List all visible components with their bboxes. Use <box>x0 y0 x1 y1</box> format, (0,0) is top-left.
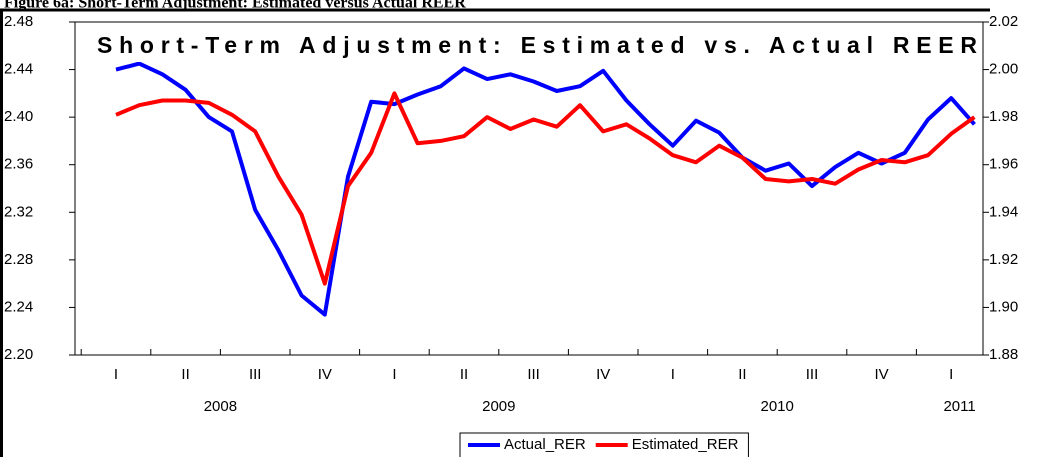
title-backdrop <box>92 32 982 62</box>
y-tick-label: 2.44 <box>4 61 33 78</box>
series-line <box>115 61 976 317</box>
x-tick-label: IV <box>596 366 610 383</box>
x-tick-label: II <box>460 366 468 383</box>
y-tick-label: 2.24 <box>4 298 33 315</box>
series-line <box>115 91 976 286</box>
legend: Actual_RER Estimated_RER <box>459 432 749 457</box>
y-tick-label: 2.28 <box>4 251 33 268</box>
x-tick-label: I <box>671 366 675 383</box>
y2-tick-label: 2.02 <box>989 13 1018 30</box>
y2-tick-label: 1.90 <box>989 298 1018 315</box>
x-tick-label: I <box>114 366 118 383</box>
y2-tick-label: 1.94 <box>989 203 1018 220</box>
x-tick-label: II <box>181 366 189 383</box>
y-tick-label: 2.40 <box>4 108 33 125</box>
x-tick-label: III <box>527 366 540 383</box>
y2-tick-label: 2.00 <box>989 61 1018 78</box>
plot-frame <box>74 21 984 356</box>
y2-tick-label: 1.92 <box>989 251 1018 268</box>
x-tick-label: IV <box>875 366 889 383</box>
legend-label: Estimated_RER <box>632 436 739 453</box>
legend-label: Actual_RER <box>504 436 586 453</box>
x-tick-label: I <box>392 366 396 383</box>
x-tick-label: I <box>949 366 953 383</box>
y-tick-label: 2.32 <box>4 203 33 220</box>
x-tick-label: III <box>249 366 262 383</box>
x-tick-label: IV <box>318 366 332 383</box>
y2-tick-label: 1.98 <box>989 108 1018 125</box>
x-year-label: 2010 <box>761 398 794 415</box>
y2-tick-label: 1.96 <box>989 156 1018 173</box>
y2-tick-label: 1.88 <box>989 346 1018 363</box>
y-tick-label: 2.36 <box>4 156 33 173</box>
figure-caption: Figure 6a: Short-Term Adjustment: Estima… <box>4 0 466 12</box>
x-tick-label: III <box>806 366 819 383</box>
y-tick-label: 2.48 <box>4 13 33 30</box>
x-tick-label: II <box>738 366 746 383</box>
x-year-label: 2008 <box>204 398 237 415</box>
x-year-label: 2011 <box>943 398 975 415</box>
x-year-label: 2009 <box>482 398 515 415</box>
y-tick-label: 2.20 <box>4 346 33 363</box>
